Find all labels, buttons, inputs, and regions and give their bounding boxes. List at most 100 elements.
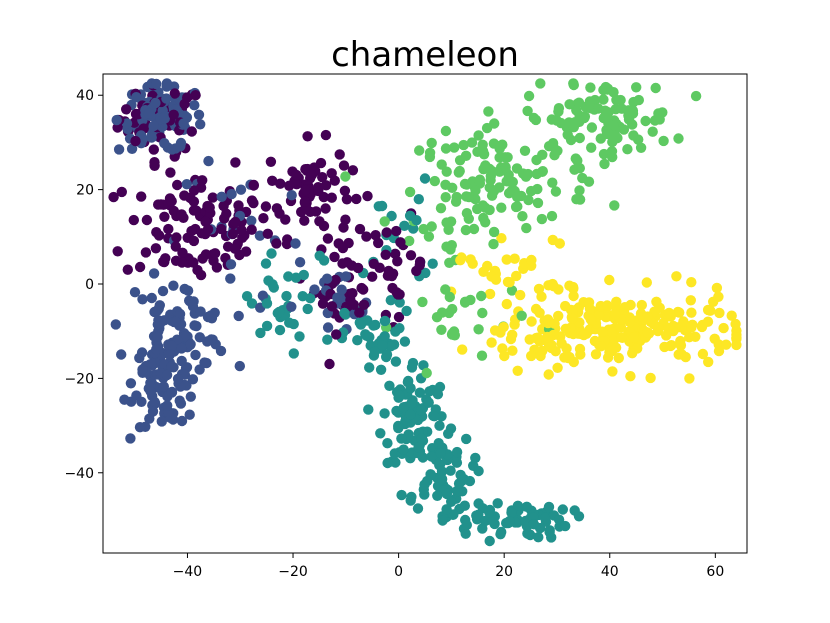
scatter-point bbox=[488, 238, 499, 250]
scatter-point bbox=[185, 339, 196, 350]
scatter-point bbox=[271, 238, 282, 249]
scatter-point bbox=[675, 340, 687, 351]
scatter-point bbox=[341, 194, 353, 205]
scatter-point bbox=[399, 220, 410, 231]
scatter-point bbox=[162, 400, 173, 411]
scatter-point bbox=[586, 122, 598, 133]
scatter-point bbox=[192, 264, 203, 276]
scatter-point bbox=[579, 112, 590, 124]
scatter-point bbox=[543, 369, 554, 380]
scatter-point bbox=[663, 307, 675, 319]
scatter-point bbox=[207, 192, 218, 203]
scatter-point bbox=[476, 350, 488, 361]
scatter-point bbox=[584, 303, 596, 314]
scatter-point bbox=[157, 285, 169, 297]
scatter-point bbox=[286, 190, 297, 201]
scatter-point bbox=[585, 103, 597, 114]
scatter-point bbox=[523, 90, 535, 102]
scatter-point bbox=[129, 287, 141, 298]
scatter-point bbox=[184, 296, 196, 307]
scatter-point bbox=[405, 409, 416, 420]
scatter-point bbox=[526, 350, 537, 362]
scatter-point bbox=[628, 130, 639, 141]
scatter-point bbox=[186, 225, 197, 237]
scatter-point bbox=[379, 408, 390, 419]
scatter-point bbox=[436, 159, 447, 170]
scatter-point bbox=[533, 283, 545, 295]
scatter-point bbox=[557, 504, 568, 515]
scatter-point bbox=[450, 196, 462, 207]
scatter-point bbox=[526, 254, 537, 266]
scatter-point bbox=[484, 535, 495, 547]
scatter-point bbox=[286, 301, 297, 312]
scatter-point bbox=[121, 118, 133, 129]
scatter-point bbox=[159, 211, 170, 222]
scatter-point bbox=[574, 185, 585, 196]
scatter-point bbox=[230, 216, 241, 228]
scatter-point bbox=[161, 369, 173, 381]
scatter-point bbox=[492, 498, 503, 509]
scatter-point bbox=[619, 302, 631, 313]
scatter-point bbox=[320, 203, 331, 214]
scatter-point bbox=[187, 374, 199, 385]
scatter-point bbox=[179, 283, 190, 295]
scatter-point bbox=[720, 339, 732, 350]
scatter-point bbox=[553, 106, 564, 117]
scatter-point bbox=[533, 532, 544, 543]
scatter-point bbox=[651, 296, 662, 307]
scatter-point bbox=[432, 490, 443, 501]
scatter-point bbox=[294, 331, 305, 342]
scatter-point bbox=[506, 285, 518, 296]
scatter-point bbox=[260, 201, 272, 212]
scatter-point bbox=[175, 141, 186, 152]
scatter-point bbox=[711, 282, 723, 294]
scatter-point bbox=[108, 191, 119, 203]
scatter-point bbox=[394, 323, 405, 334]
scatter-point bbox=[134, 261, 146, 273]
scatter-point bbox=[449, 142, 460, 153]
scatter-point bbox=[141, 214, 153, 226]
x-tick-label: 60 bbox=[706, 564, 724, 580]
scatter-point bbox=[170, 316, 181, 328]
scatter-point bbox=[522, 105, 533, 117]
scatter-point bbox=[471, 510, 482, 521]
scatter-point bbox=[595, 133, 606, 144]
scatter-point bbox=[160, 253, 171, 264]
scatter-point bbox=[261, 298, 273, 309]
scatter-point bbox=[418, 484, 429, 495]
scatter-point bbox=[166, 196, 177, 207]
scatter-point bbox=[708, 296, 719, 307]
scatter-point bbox=[673, 133, 684, 144]
scatter-point bbox=[398, 402, 409, 413]
scatter-point bbox=[470, 452, 481, 464]
scatter-point bbox=[211, 262, 223, 273]
scatter-point bbox=[494, 152, 505, 163]
scatter-point bbox=[705, 305, 716, 316]
scatter-point bbox=[368, 258, 379, 269]
scatter-point bbox=[573, 97, 585, 108]
scatter-point bbox=[685, 295, 696, 306]
scatter-point bbox=[499, 350, 510, 362]
scatter-point bbox=[432, 389, 444, 400]
scatter-point bbox=[457, 344, 468, 355]
scatter-point bbox=[628, 332, 640, 343]
scatter-point bbox=[631, 82, 642, 93]
scatter-point bbox=[595, 341, 607, 352]
scatter-point bbox=[553, 310, 564, 322]
scatter-point bbox=[375, 364, 387, 375]
scatter-point bbox=[572, 155, 583, 166]
scatter-point bbox=[459, 500, 470, 511]
scatter-point bbox=[686, 322, 697, 333]
scatter-point bbox=[666, 340, 677, 351]
scatter-point bbox=[686, 277, 697, 288]
scatter-point bbox=[221, 208, 232, 219]
scatter-point bbox=[216, 191, 227, 202]
scatter-point bbox=[661, 330, 672, 341]
scatter-point bbox=[523, 194, 534, 206]
scatter-point bbox=[478, 266, 489, 277]
scatter-point bbox=[447, 303, 458, 315]
scatter-point bbox=[519, 145, 531, 156]
scatter-point bbox=[282, 234, 293, 245]
scatter-point bbox=[603, 107, 614, 118]
